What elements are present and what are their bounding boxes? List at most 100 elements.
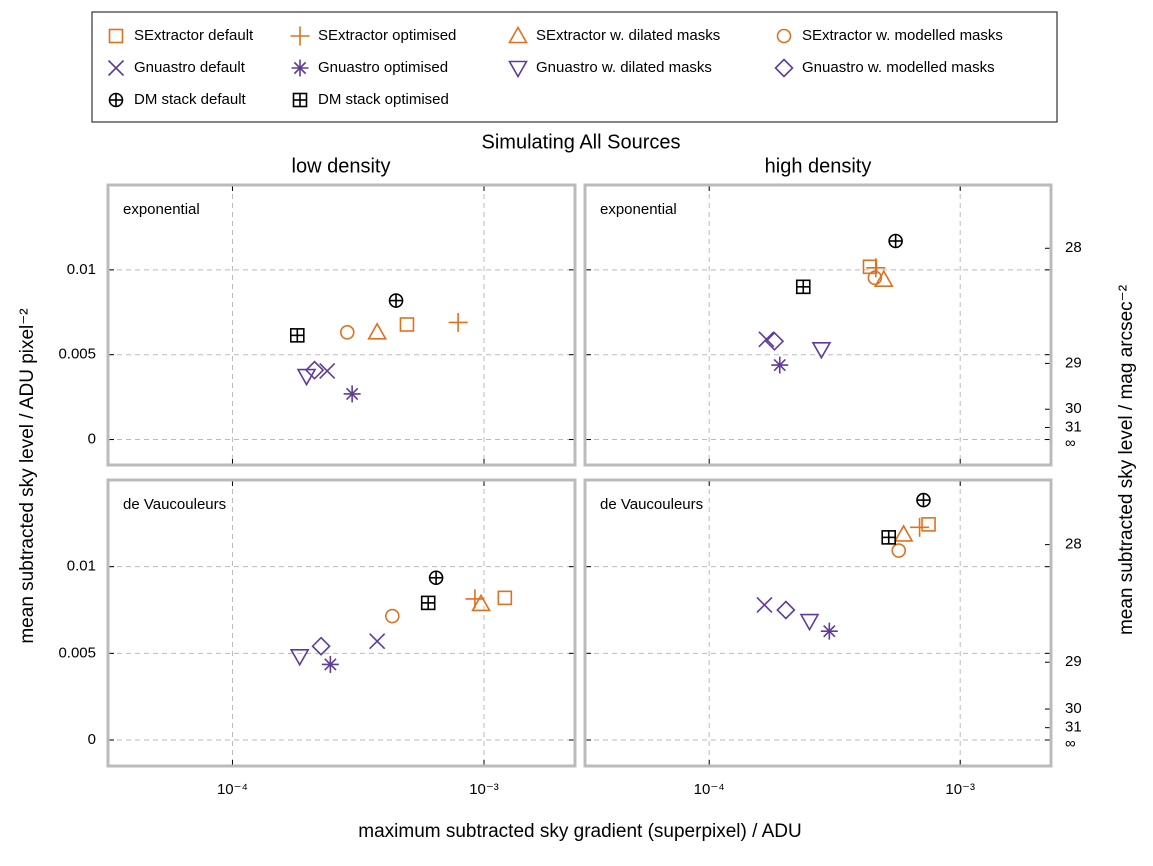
marker-circle: [339, 324, 355, 340]
data-point: [497, 590, 513, 606]
y2-tick-label: ∞: [1065, 435, 1076, 452]
marker-triangle: [471, 593, 491, 612]
legend-marker: [108, 28, 124, 44]
legend-label: SExtractor w. modelled masks: [802, 27, 1003, 44]
x-tick-label: 10⁻⁴: [217, 781, 248, 798]
data-point: [428, 570, 444, 586]
legend-label: Gnuastro w. dilated masks: [536, 59, 712, 76]
marker-square: [399, 317, 415, 332]
marker-square: [108, 28, 124, 44]
y-tick-label: 0.005: [58, 346, 96, 363]
legend-label: Gnuastro default: [134, 59, 246, 76]
data-point: [867, 270, 883, 286]
data-point: [756, 596, 773, 614]
marker-triangle: [508, 25, 528, 44]
panel-frame: [106, 183, 577, 467]
y-tick-label: 0: [88, 731, 96, 748]
chart-title: Simulating All Sources: [482, 131, 681, 153]
data-point: [420, 595, 436, 611]
y2-axis-label: mean subtracted sky level / mag arcsec⁻²: [1116, 285, 1137, 635]
data-point: [910, 517, 930, 537]
legend-label: Gnuastro w. modelled masks: [802, 59, 995, 76]
marker-square: [497, 590, 513, 606]
legend-label: DM stack default: [134, 91, 247, 108]
y2-tick-label: 31: [1065, 418, 1082, 435]
legend-label: DM stack optimised: [318, 91, 449, 108]
marker-diamond: [311, 636, 331, 656]
panel-frame: [106, 478, 577, 768]
data-point: [891, 543, 907, 558]
marker-circle: [385, 608, 400, 624]
y-tick-label: 0.01: [67, 558, 96, 575]
data-point: [764, 331, 785, 351]
marker-square: [921, 517, 936, 532]
marker-stroke: [756, 596, 773, 614]
data-point: [771, 356, 789, 374]
y-axis-label: mean subtracted sky level / ADU pixel⁻²: [17, 308, 38, 643]
marker-circle: [891, 543, 907, 558]
y2-tick-label: ∞: [1065, 735, 1076, 752]
data-point: [388, 293, 404, 308]
marker-triangle: [873, 269, 894, 287]
data-point: [385, 608, 400, 624]
y-tick-label: 0.005: [58, 644, 96, 661]
data-point: [881, 530, 897, 545]
y2-tick-label: 28: [1065, 536, 1082, 553]
data-point: [799, 613, 820, 632]
data-point: [811, 341, 832, 360]
legend-marker: [292, 92, 308, 108]
data-point: [820, 622, 838, 640]
legend-label: SExtractor optimised: [318, 27, 456, 44]
marker-diamond: [764, 331, 785, 351]
marker-triangle: [508, 60, 528, 79]
marker-stroke: [324, 658, 337, 671]
marker-triangle: [367, 322, 388, 340]
marker-triangle: [811, 341, 832, 360]
marker-circle: [776, 28, 792, 44]
y2-tick-label: 30: [1065, 400, 1082, 417]
panel-label: exponential: [123, 201, 200, 218]
data-point: [399, 317, 415, 332]
data-point: [343, 385, 361, 403]
column-title: low density: [292, 155, 391, 177]
data-point: [921, 517, 936, 532]
data-point: [866, 258, 886, 278]
y2-tick-label: 29: [1065, 653, 1082, 670]
panel-label: exponential: [600, 201, 677, 218]
marker-diamond: [774, 58, 794, 78]
legend-marker: [508, 25, 528, 44]
data-point: [758, 331, 775, 348]
legend-label: SExtractor default: [134, 27, 254, 44]
legend-marker: [291, 59, 309, 77]
y2-tick-label: 31: [1065, 719, 1082, 736]
data-point: [289, 328, 305, 343]
legend-label: SExtractor w. dilated masks: [536, 27, 720, 44]
panel-label: de Vaucouleurs: [123, 496, 226, 513]
x-tick-label: 10⁻³: [945, 781, 975, 798]
y2-tick-label: 30: [1065, 700, 1082, 717]
data-point: [873, 269, 894, 287]
marker-triangle: [289, 648, 310, 667]
marker-stroke: [773, 358, 786, 372]
legend-marker: [508, 60, 528, 79]
column-title: high density: [765, 155, 872, 177]
marker-triangle: [893, 524, 914, 542]
legend-marker: [776, 28, 792, 44]
data-point: [311, 636, 331, 656]
data-point: [893, 524, 914, 542]
marker-stroke: [823, 624, 836, 638]
marker-stroke: [107, 59, 125, 77]
y2-tick-label: 29: [1065, 354, 1082, 371]
data-point: [304, 360, 325, 380]
marker-triangle: [799, 613, 820, 632]
legend-marker: [774, 58, 794, 78]
panel-label: de Vaucouleurs: [600, 496, 703, 513]
legend-marker: [107, 59, 125, 77]
marker-stroke: [369, 633, 386, 650]
y-tick-label: 0.01: [67, 261, 96, 278]
x-axis-label: maximum subtracted sky gradient (superpi…: [358, 821, 802, 842]
legend-marker: [290, 26, 310, 46]
marker-stroke: [345, 387, 359, 401]
marker-stroke: [293, 61, 307, 75]
